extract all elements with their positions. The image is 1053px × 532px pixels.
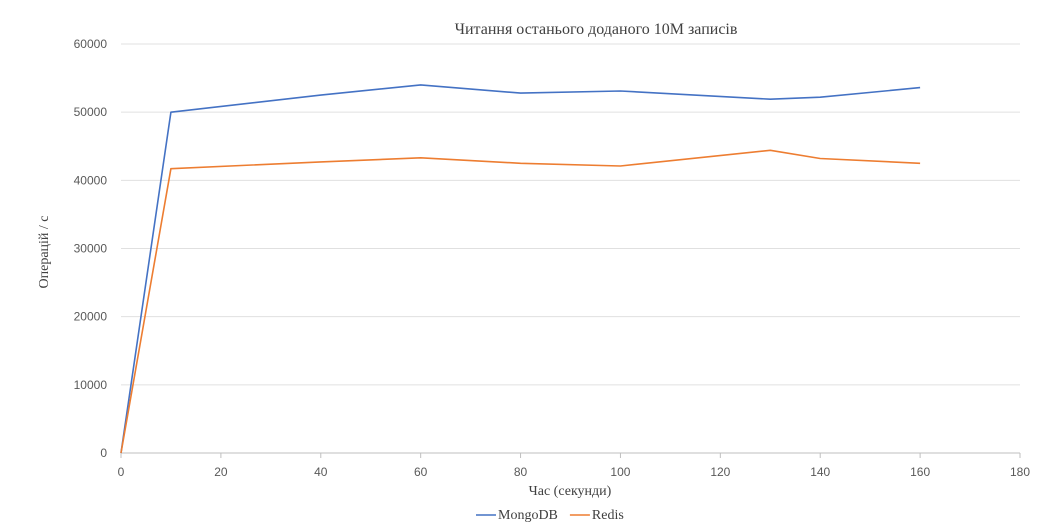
y-tick-label: 30000	[74, 242, 108, 256]
legend-label-redis: Redis	[592, 508, 624, 523]
x-tick-label: 80	[514, 465, 528, 479]
x-tick-label: 120	[710, 465, 730, 479]
y-tick-label: 60000	[74, 37, 108, 51]
x-tick-label: 100	[610, 465, 630, 479]
x-tick-label: 140	[810, 465, 830, 479]
chart-title: Читання останього доданого 10М записів	[455, 21, 738, 38]
y-tick-label: 0	[100, 446, 107, 460]
series-line-mongodb	[120, 84, 921, 454]
grid-layer	[121, 43, 1020, 386]
x-tick-label: 60	[414, 465, 428, 479]
legend: MongoDB Redis	[476, 508, 624, 523]
series-line-redis	[120, 149, 921, 454]
series-layer	[120, 84, 921, 454]
x-tick-label: 180	[1010, 465, 1030, 479]
y-axis-label: Операцій / с	[37, 215, 52, 288]
y-tick-label: 10000	[74, 378, 108, 392]
x-axis-label: Час (секунди)	[529, 484, 612, 499]
y-tick-label: 20000	[74, 310, 108, 324]
y-tick-label: 40000	[74, 173, 108, 187]
legend-label-mongodb: MongoDB	[498, 508, 558, 523]
x-tick-label: 20	[214, 465, 228, 479]
x-tick-label: 0	[118, 465, 125, 479]
x-tick-label: 40	[314, 465, 328, 479]
y-tick-label: 50000	[74, 105, 108, 119]
x-tick-label: 160	[910, 465, 930, 479]
axis-layer: 0 10000 20000 30000 40000 50000 60000 0 20 40 60 80…	[74, 37, 1031, 479]
